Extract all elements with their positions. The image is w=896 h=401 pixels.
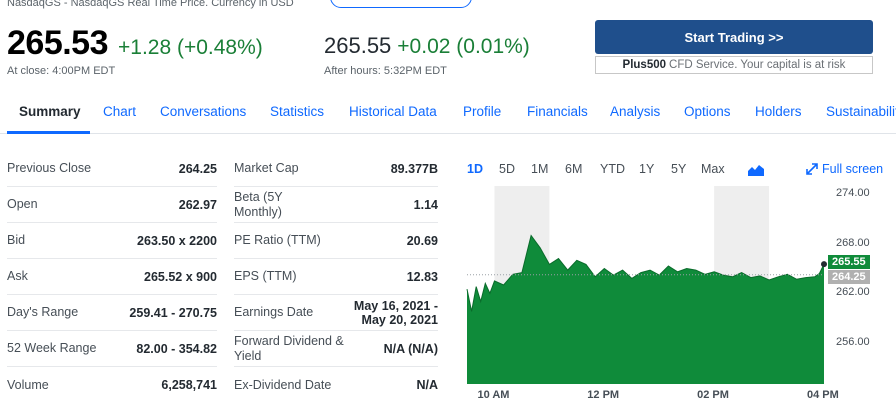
- table-row: Ex-Dividend Date N/A: [234, 367, 438, 401]
- promo-note[interactable]: Plus500 CFD Service. Your capital is at …: [595, 56, 873, 74]
- stat-value: 6,258,741: [161, 378, 217, 392]
- stat-value: N/A (N/A): [383, 341, 438, 356]
- stat-label: Beta (5Y Monthly): [234, 189, 283, 219]
- tab-holders[interactable]: Holders: [755, 104, 802, 119]
- table-row: Previous Close 264.25: [7, 151, 217, 187]
- stat-value: 89.377B: [390, 161, 438, 176]
- exchange-line: NasdaqGS - NasdaqGS Real Time Price. Cur…: [7, 0, 294, 9]
- price-line: [466, 234, 825, 312]
- tab-sustainability[interactable]: Sustainability: [826, 104, 896, 119]
- stat-value: 265.52 x 900: [144, 269, 217, 284]
- stat-value: 12.83: [406, 269, 438, 284]
- table-row: Market Cap 89.377B: [234, 151, 438, 187]
- tab-statistics[interactable]: Statistics: [270, 104, 325, 119]
- summary-table-right: Market Cap 89.377B Beta (5Y Monthly) 1.14 …: [234, 151, 438, 401]
- stat-value: N/A: [416, 378, 438, 392]
- stat-label: Ask: [7, 269, 28, 283]
- stat-label: EPS (TTM): [234, 269, 297, 283]
- stat-value: 1.14: [413, 197, 438, 212]
- range-6m[interactable]: 6M: [565, 162, 583, 176]
- x-tick-label: 02 PM: [697, 389, 729, 401]
- full-screen-button[interactable]: Full screen: [806, 162, 883, 176]
- stat-label: Day's Range: [7, 305, 79, 319]
- stat-label: Previous Close: [7, 161, 92, 175]
- range-5y[interactable]: 5Y: [671, 162, 687, 176]
- stat-label: Market Cap: [234, 161, 299, 175]
- table-row: Open 262.97: [7, 187, 217, 223]
- tab-analysis[interactable]: Analysis: [610, 104, 661, 119]
- tab-historical-data[interactable]: Historical Data: [349, 104, 437, 119]
- price-change: +1.28 (+0.48%): [118, 36, 263, 59]
- promo-note-text: CFD Service. Your capital is at risk: [669, 59, 846, 71]
- stat-label: Forward Dividend & Yield: [234, 333, 344, 363]
- stat-label: Ex-Dividend Date: [234, 377, 332, 392]
- last-price-dot: [821, 261, 827, 268]
- y-tick-label: 262.00: [836, 286, 870, 299]
- stat-value: 259.41 - 270.75: [129, 305, 217, 320]
- range-5d[interactable]: 5D: [499, 162, 515, 176]
- summary-table-left: Previous Close 264.25 Open 262.97 Bid 263.5…: [7, 151, 217, 401]
- tab-profile[interactable]: Profile: [463, 104, 502, 119]
- stat-label: 52 Week Range: [7, 341, 97, 355]
- y-tick-label: 274.00: [836, 187, 870, 200]
- range-max[interactable]: Max: [701, 162, 725, 176]
- expand-arrow-icon: [806, 163, 818, 175]
- table-row: Volume 6,258,741: [7, 367, 217, 401]
- quote-tabs: Summary Chart Conversations Statistics H…: [0, 90, 896, 134]
- stat-label: Open: [7, 197, 38, 211]
- tab-financials[interactable]: Financials: [527, 104, 588, 119]
- stat-value: 263.50 x 2200: [137, 233, 217, 248]
- mountain-chart-icon[interactable]: [748, 164, 764, 176]
- full-screen-label: Full screen: [822, 162, 884, 176]
- table-row: PE Ratio (TTM) 20.69: [234, 223, 438, 259]
- stat-value: 262.97: [178, 197, 217, 212]
- table-row: 52 Week Range 82.00 - 354.82: [7, 331, 217, 367]
- tab-options[interactable]: Options: [684, 104, 731, 119]
- table-row: Bid 263.50 x 2200: [7, 223, 217, 259]
- x-tick-label: 12 PM: [587, 389, 620, 401]
- price-block: 265.53 +1.28 (+0.48%): [7, 24, 263, 63]
- after-hours-change: +0.02 (0.01%): [397, 35, 530, 58]
- table-row: Earnings Date May 16, 2021 - May 20, 2021: [234, 295, 438, 331]
- y-tick-label: 268.00: [836, 236, 870, 249]
- table-row: Day's Range 259.41 - 270.75: [7, 295, 217, 331]
- stat-value: May 16, 2021 - May 20, 2021: [353, 298, 438, 327]
- active-tab-underline: [7, 131, 90, 134]
- table-row: Beta (5Y Monthly) 1.14: [234, 187, 438, 223]
- stat-value: 20.69: [406, 233, 438, 248]
- table-row: EPS (TTM) 12.83: [234, 259, 438, 295]
- range-1y[interactable]: 1Y: [639, 162, 655, 176]
- tab-conversations[interactable]: Conversations: [160, 104, 247, 119]
- tab-summary[interactable]: Summary: [19, 104, 81, 119]
- last-price-flag: 265.55: [828, 255, 870, 270]
- after-hours-price: 265.55: [324, 33, 392, 58]
- after-hours-label: After hours: 5:32PM EDT: [324, 65, 447, 77]
- price-main: 265.53: [7, 24, 109, 62]
- table-row: Forward Dividend & Yield N/A (N/A): [234, 331, 438, 367]
- close-time-label: At close: 4:00PM EDT: [7, 65, 116, 77]
- stat-label: Earnings Date: [234, 305, 314, 319]
- range-ytd[interactable]: YTD: [600, 162, 625, 176]
- y-tick-label: 256.00: [836, 335, 870, 348]
- price-area: [467, 235, 824, 384]
- stat-value: 82.00 - 354.82: [136, 341, 217, 356]
- range-1m[interactable]: 1M: [531, 162, 549, 176]
- x-tick-label: 04 PM: [807, 389, 839, 401]
- stat-label: PE Ratio (TTM): [234, 233, 321, 247]
- start-trading-button[interactable]: Start Trading >>: [595, 20, 873, 54]
- range-1d[interactable]: 1D: [467, 162, 483, 176]
- promo-brand: Plus500: [622, 59, 667, 71]
- table-row: Ask 265.52 x 900: [7, 259, 217, 295]
- stat-label: Bid: [7, 233, 26, 247]
- previous-close-flag: 264.25: [828, 269, 870, 284]
- stat-value: 264.25: [178, 161, 217, 176]
- after-hours-block: 265.55 +0.02 (0.01%): [324, 33, 530, 59]
- tab-chart[interactable]: Chart: [103, 104, 137, 119]
- stat-label: Volume: [7, 377, 49, 392]
- x-tick-label: 10 AM: [477, 389, 510, 401]
